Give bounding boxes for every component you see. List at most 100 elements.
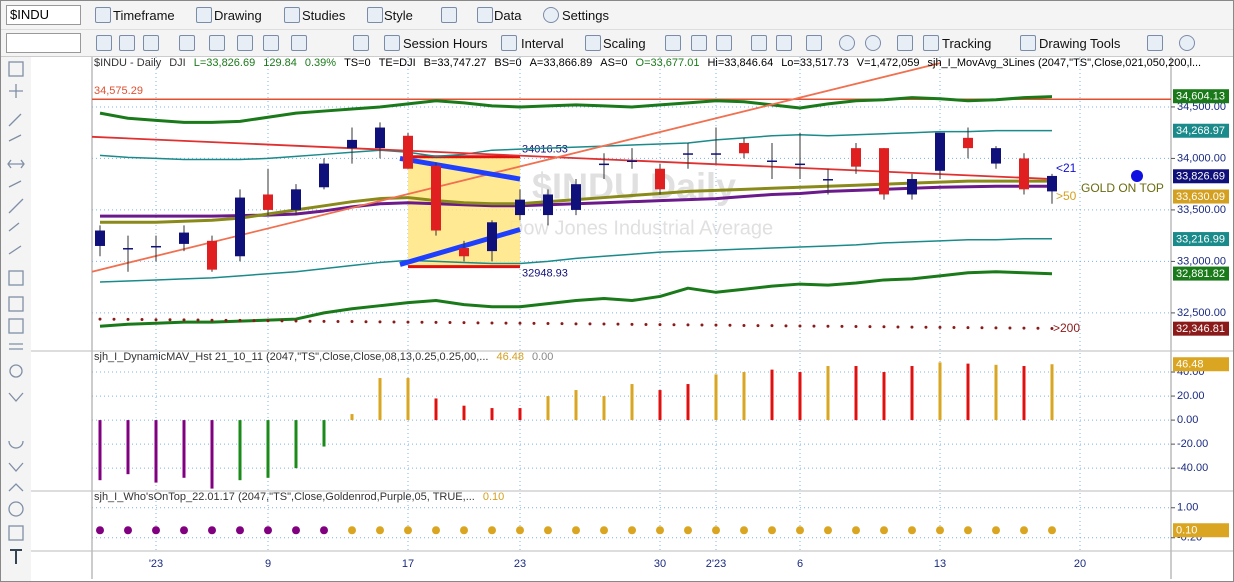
icon (716, 35, 732, 51)
menu[interactable]: Drawing Tools (1039, 36, 1121, 51)
histogram-bar (1050, 364, 1054, 421)
last-value-label: 33,630.09 (1176, 191, 1225, 203)
menu[interactable]: Studies (302, 8, 346, 23)
last-value-label: 32,881.82 (1176, 268, 1225, 280)
histogram-bar (714, 374, 718, 421)
header-item: TS=0 (344, 57, 371, 69)
trendline (91, 135, 1053, 180)
last-value-box (1173, 266, 1229, 281)
candle-body (319, 163, 329, 188)
menu[interactable]: Tracking (942, 36, 992, 51)
dot (824, 526, 832, 535)
x-tick-label: 20 (1074, 558, 1086, 570)
last-value-box (1173, 357, 1229, 372)
candle-body (655, 168, 665, 190)
dot (404, 526, 412, 535)
icon (839, 35, 855, 51)
symbol-box[interactable]: $INDU (6, 5, 81, 25)
histogram-bar (98, 420, 102, 481)
dot (264, 526, 272, 535)
dot (292, 526, 300, 535)
menu[interactable]: Style (384, 8, 413, 23)
readout: 0.10 (483, 491, 504, 503)
y-tick-label: -40.00 (1177, 462, 1208, 474)
dot (908, 526, 916, 535)
dot (572, 526, 580, 535)
histogram-bar (854, 366, 858, 421)
histogram-bar (602, 396, 606, 421)
menu[interactable]: Settings (562, 8, 609, 23)
header-item: AS=0 (600, 57, 627, 69)
icon (751, 35, 767, 51)
indicator-line (99, 238, 1052, 283)
last-value-label: 34,268.97 (1176, 125, 1225, 137)
histogram-bar (490, 408, 494, 421)
histogram-bar (154, 420, 158, 483)
candle-body (263, 194, 273, 210)
icon (263, 35, 279, 51)
candle-body (403, 135, 413, 169)
candle-body (683, 153, 693, 155)
y-tick-label: 1.00 (1177, 502, 1198, 514)
indicator-line (98, 317, 1054, 330)
header-item: L=33,826.69 (194, 57, 255, 69)
last-value-box (1173, 321, 1229, 336)
last-value-label: 34,604.13 (1176, 91, 1225, 103)
icon (501, 35, 517, 51)
icon (923, 35, 939, 51)
last-value-box (1173, 523, 1229, 538)
menu[interactable]: Data (494, 8, 522, 23)
icon (367, 7, 383, 23)
candle-body (795, 163, 805, 166)
histogram-bar (910, 366, 914, 421)
dot (600, 526, 608, 535)
icon (691, 35, 707, 51)
watermark: Dow Jones Industrial Average (509, 217, 773, 239)
y-tick-label: 20.00 (1177, 390, 1205, 402)
y-tick-label: 34,000.00 (1177, 152, 1226, 164)
panel-title: sjh_I_Who'sOnTop_22.01.17 (2047,"TS",Clo… (94, 491, 504, 503)
y-tick-label: 33,000.00 (1177, 255, 1226, 267)
combo-box[interactable] (6, 33, 81, 53)
candle-body (599, 163, 609, 166)
icon (441, 7, 457, 23)
dot (936, 526, 944, 535)
candle-body (95, 230, 105, 246)
menu[interactable]: Interval (521, 36, 564, 51)
dot (516, 526, 524, 535)
header-item: DJI (169, 57, 186, 69)
candle-body (515, 199, 525, 216)
menu[interactable]: Timeframe (113, 8, 175, 23)
tool-icons (7, 61, 25, 564)
y-tick-label: 33,500.00 (1177, 204, 1226, 216)
panel-title: sjh_I_DynamicMAV_Hst 21_10_11 (2047,"TS"… (94, 351, 553, 363)
dot (1048, 526, 1056, 535)
histogram-bar (294, 420, 298, 469)
candle-body (823, 179, 833, 181)
header-item: 129.84 (263, 57, 297, 69)
icon (179, 35, 195, 51)
icon (897, 35, 913, 51)
candle-body (627, 160, 637, 162)
last-value-label: 33,826.69 (1176, 171, 1225, 183)
candle-body (935, 132, 945, 171)
annotation: >50 (1056, 189, 1077, 203)
candle-body (1047, 175, 1057, 192)
histogram-bar (658, 390, 662, 421)
icon (384, 35, 400, 51)
trendline (399, 155, 521, 182)
menu[interactable]: Drawing (214, 8, 262, 23)
histogram-bar (546, 396, 550, 421)
menu[interactable]: Session Hours (403, 36, 488, 51)
x-tick-label: 23 (514, 558, 526, 570)
candle-body (151, 245, 161, 248)
candle-body (123, 248, 133, 250)
dot (348, 526, 356, 535)
histogram-bar (462, 405, 466, 421)
icon (96, 35, 112, 51)
y-tick-label: -20.00 (1177, 438, 1208, 450)
menu[interactable]: Scaling (603, 36, 646, 51)
histogram-bar (938, 362, 942, 421)
last-value-label: 33,216.99 (1176, 233, 1225, 245)
